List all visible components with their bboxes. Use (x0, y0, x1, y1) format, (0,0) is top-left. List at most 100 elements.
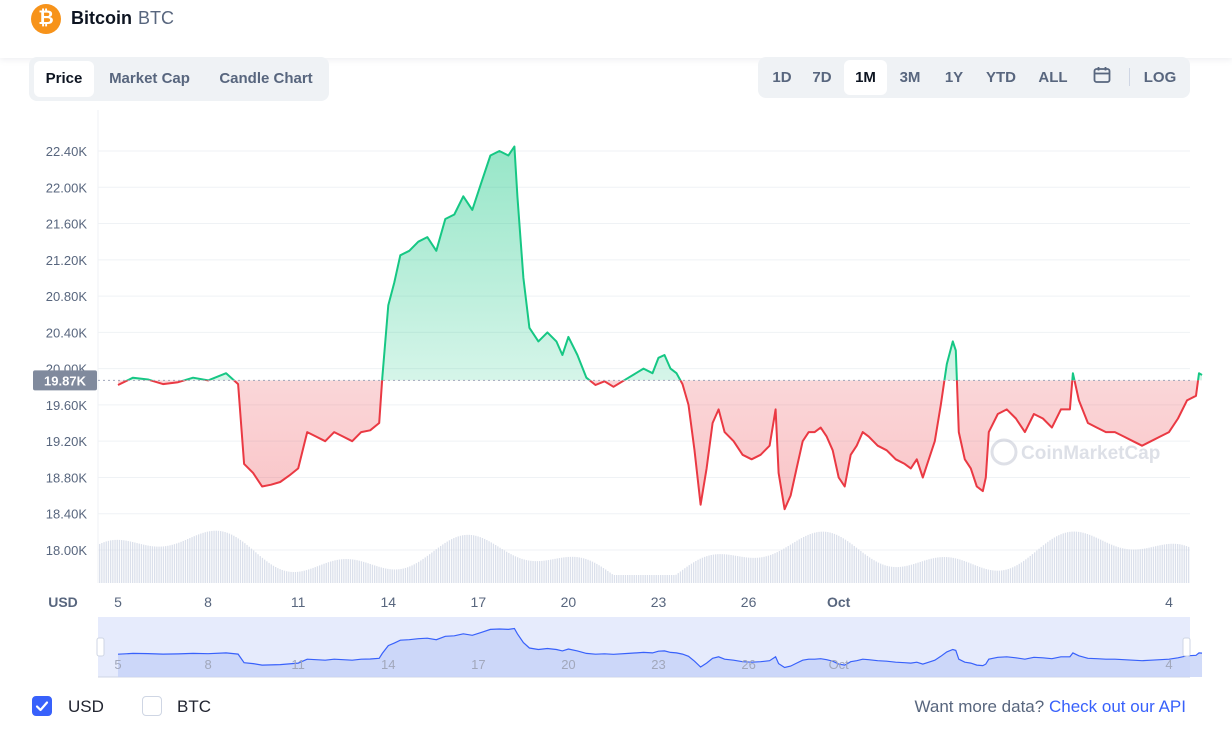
y-tick-label: 19.60K (46, 398, 88, 413)
volume-bar (169, 545, 171, 583)
tab-price[interactable]: Price (34, 61, 94, 97)
volume-bar (787, 545, 789, 583)
volume-bar (1001, 570, 1003, 583)
volume-bar (1067, 532, 1069, 583)
volume-bar (721, 554, 723, 583)
volume-bar (1018, 563, 1020, 583)
volume-bar (888, 566, 891, 583)
volume-bar (437, 547, 440, 583)
volume-bar (677, 573, 679, 583)
btc-checkbox[interactable] (142, 696, 162, 716)
volume-bar (495, 545, 497, 583)
volume-bar (433, 550, 435, 583)
tab-market-cap[interactable]: Market Cap (109, 70, 190, 87)
range-7d-button[interactable]: 7D (812, 69, 832, 86)
volume-bar (217, 530, 220, 583)
volume-bar (822, 531, 825, 583)
tab-candle-chart[interactable]: Candle Chart (219, 70, 313, 87)
volume-bar (992, 570, 994, 583)
usd-checkbox[interactable] (32, 696, 52, 716)
volume-bar (704, 556, 706, 583)
volume-bar (690, 563, 693, 583)
volume-bar (387, 568, 389, 583)
volume-bar (103, 542, 105, 583)
y-tick-label: 20.80K (46, 289, 88, 304)
volume-bar (528, 560, 530, 583)
reference-badge (33, 370, 97, 391)
volume-bar (224, 532, 226, 583)
volume-bar (638, 575, 640, 583)
volume-bar (776, 552, 778, 583)
btc-label: BTC (177, 697, 211, 716)
volume-bar (1058, 535, 1060, 583)
volume-bar (1111, 544, 1113, 583)
volume-bar (499, 547, 501, 583)
volume-bar (310, 568, 312, 583)
volume-bar (246, 544, 248, 583)
volume-bar (772, 554, 774, 583)
api-link[interactable]: Check out our API (1048, 697, 1186, 716)
volume-bar (655, 575, 657, 583)
volume-bar (354, 559, 356, 583)
log-scale-button[interactable]: LOG (1143, 69, 1177, 86)
volume-bar (253, 550, 255, 583)
volume-bar (308, 569, 310, 583)
volume-bar (990, 570, 992, 583)
volume-bar (365, 562, 367, 583)
volume-bar (286, 571, 288, 583)
volume-bar (178, 542, 180, 583)
volume-bar (596, 563, 598, 583)
volume-bar (908, 565, 910, 583)
range-1d-button[interactable]: 1D (772, 69, 792, 86)
volume-bar (400, 568, 402, 583)
volume-bar (668, 575, 671, 583)
volume-bar (748, 557, 750, 583)
volume-bar (1097, 538, 1100, 583)
volume-bar (809, 534, 811, 583)
volume-bar (1155, 546, 1157, 583)
navigator-tick-label: 5 (114, 657, 121, 672)
volume-bar (1051, 538, 1053, 583)
volume-bar (455, 537, 457, 583)
volume-bar (299, 571, 301, 583)
volume-bar (818, 531, 820, 583)
range-1y-button[interactable]: 1Y (944, 69, 964, 86)
volume-bar (563, 557, 565, 583)
volume-bar (948, 557, 950, 583)
volume-bar (1014, 566, 1016, 583)
range-1m-button[interactable]: 1M (844, 60, 887, 95)
volume-bar (917, 562, 919, 583)
volume-bar (195, 535, 198, 583)
volume-bar (448, 540, 451, 583)
range-all-button[interactable]: ALL (1038, 69, 1068, 86)
volume-bar (380, 567, 382, 583)
range-3m-button[interactable]: 3M (899, 69, 921, 86)
volume-bar (679, 571, 682, 583)
volume-bar (1163, 544, 1166, 583)
navigator-handle[interactable] (96, 637, 105, 657)
volume-bar (730, 555, 732, 583)
volume-bar (613, 575, 616, 583)
volume-bar (290, 571, 292, 583)
volume-bar (627, 575, 629, 583)
volume-bar (913, 564, 915, 583)
volume-bar (1161, 544, 1163, 583)
x-tick-label: 4 (1165, 594, 1173, 610)
volume-bar (1100, 539, 1102, 583)
volume-bar (1045, 543, 1047, 583)
y-tick-label: 18.00K (46, 543, 88, 558)
volume-bar (910, 564, 913, 583)
volume-bar (734, 555, 737, 583)
calendar-icon[interactable] (1093, 66, 1111, 84)
volume-bar (728, 554, 730, 583)
volume-bar (970, 563, 972, 583)
volume-bar (880, 563, 882, 583)
volume-bar (235, 537, 237, 583)
volume-bar (750, 557, 752, 583)
range-ytd-button[interactable]: YTD (986, 69, 1016, 86)
volume-bar (1016, 565, 1018, 583)
navigator-handle[interactable] (1182, 637, 1191, 657)
volume-bar (827, 532, 829, 583)
volume-bar (211, 530, 213, 583)
volume-bar (875, 561, 877, 583)
